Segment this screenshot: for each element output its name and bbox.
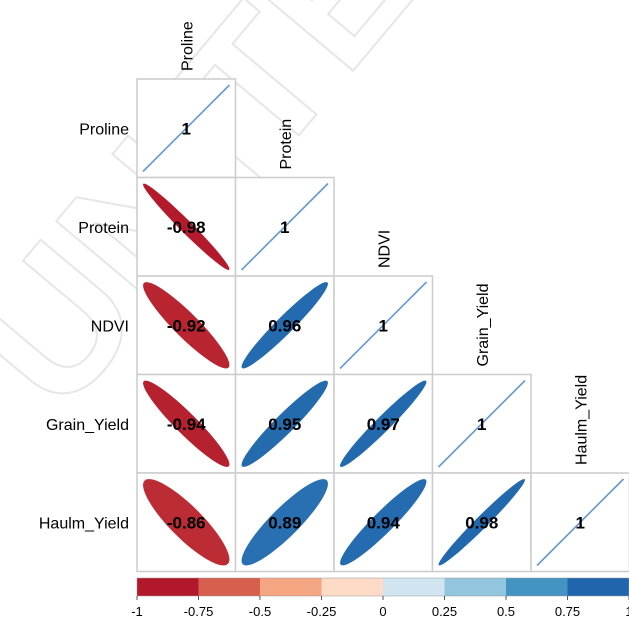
correlation-ellipse [241, 282, 328, 369]
cell-value-label: 1 [576, 513, 585, 532]
cell-value-label: -0.92 [167, 316, 206, 335]
correlation-ellipse [143, 479, 230, 566]
column-label-Protein: Protein [278, 119, 295, 170]
cell-value-label: -0.98 [167, 218, 206, 237]
column-label-NDVI: NDVI [376, 230, 393, 268]
correlation-ellipse [143, 380, 230, 467]
correlation-ellipse [340, 479, 427, 566]
cell-value-label: 1 [182, 119, 191, 138]
correlation-ellipse [143, 282, 230, 369]
cell-NDVI-Proline: -0.92 [136, 275, 237, 376]
diagonal-line [142, 84, 231, 173]
cell-value-label: 0.95 [268, 415, 301, 434]
cell-NDVI-NDVI: 1 [333, 275, 434, 376]
cell-Haulm_Yield-Protein: 0.89 [234, 472, 335, 573]
diagonal-line [339, 281, 428, 370]
colorbar-segment [383, 578, 445, 596]
colorbar-tick-label: -0.5 [249, 604, 271, 619]
colorbar-segment [198, 578, 261, 596]
cell-Grain_Yield-NDVI: 0.97 [333, 373, 434, 474]
row-label-NDVI: NDVI [91, 318, 129, 335]
colorbar-tick-label: -0.25 [307, 604, 337, 619]
colorbar-segment [567, 578, 629, 596]
colorbar-segment [321, 578, 384, 596]
column-label-Proline: Proline [179, 21, 196, 71]
column-label-Grain_Yield: Grain_Yield [475, 283, 492, 366]
colorbar-tick-label: -1 [131, 604, 143, 619]
matrix-cells: 1 -0.98 1 -0.92 0.96 1 -0.94 0.95 0.97 1 -0.86 0.89… [136, 78, 629, 573]
cell-NDVI-Protein: 0.96 [234, 275, 335, 376]
cell-value-label: -0.94 [167, 415, 206, 434]
colorbar-segment [260, 578, 322, 596]
correlation-ellipse [340, 380, 427, 467]
row-label-Haulm_Yield: Haulm_Yield [39, 515, 129, 532]
cell-value-label: 0.96 [268, 316, 301, 335]
colorbar-tick-label: 0 [379, 604, 386, 619]
correlation-ellipse [438, 479, 525, 566]
colorbar-tick-label: 1 [625, 604, 629, 619]
cell-value-label: 1 [379, 316, 388, 335]
cell-value-label: 0.94 [367, 513, 401, 532]
column-labels: Proline Protein NDVI Grain_Yield Haulm_Yield [179, 21, 590, 465]
row-label-Protein: Protein [78, 220, 129, 237]
colorbar-segment [444, 578, 507, 596]
correlation-ellipse [241, 479, 328, 566]
row-label-Grain_Yield: Grain_Yield [46, 417, 129, 434]
diagonal-line [536, 478, 625, 567]
correlation-ellipse [241, 380, 328, 467]
correlation-ellipse [143, 183, 230, 270]
cell-Haulm_Yield-Proline: -0.86 [136, 472, 237, 573]
cell-value-label: -0.86 [167, 513, 206, 532]
diagonal-line [437, 379, 526, 468]
cell-Haulm_Yield-Grain_Yield: 0.98 [431, 472, 532, 573]
cell-Grain_Yield-Proline: -0.94 [136, 373, 237, 474]
cell-Haulm_Yield-Haulm_Yield: 1 [530, 472, 629, 573]
cell-Grain_Yield-Grain_Yield: 1 [431, 373, 532, 474]
diagonal-line [240, 182, 329, 271]
colorbar: -1 -0.75 -0.5 -0.25 0 0.25 0.5 0.75 1 [131, 577, 629, 619]
colorbar-segment [506, 578, 568, 596]
cell-Proline-Proline: 1 [136, 78, 237, 179]
cell-value-label: 0.98 [465, 513, 498, 532]
cell-value-label: 1 [280, 218, 289, 237]
cell-Protein-Protein: 1 [234, 176, 335, 277]
cell-Protein-Proline: -0.98 [136, 176, 237, 277]
cell-value-label: 0.89 [268, 513, 301, 532]
colorbar-tick-label: 0.25 [432, 604, 457, 619]
cell-Haulm_Yield-NDVI: 0.94 [333, 472, 434, 573]
colorbar-tick-label: 0.75 [555, 604, 580, 619]
row-labels: Proline Protein NDVI Grain_Yield Haulm_Yield [39, 121, 129, 532]
colorbar-segment [137, 578, 199, 596]
column-label-Haulm_Yield: Haulm_Yield [573, 375, 590, 465]
cell-Grain_Yield-Protein: 0.95 [234, 373, 335, 474]
colorbar-tick-label: 0.5 [497, 604, 515, 619]
cell-value-label: 0.97 [367, 415, 400, 434]
row-label-Proline: Proline [79, 121, 129, 138]
colorbar-tick-label: -0.75 [184, 604, 214, 619]
cell-value-label: 1 [477, 415, 486, 434]
